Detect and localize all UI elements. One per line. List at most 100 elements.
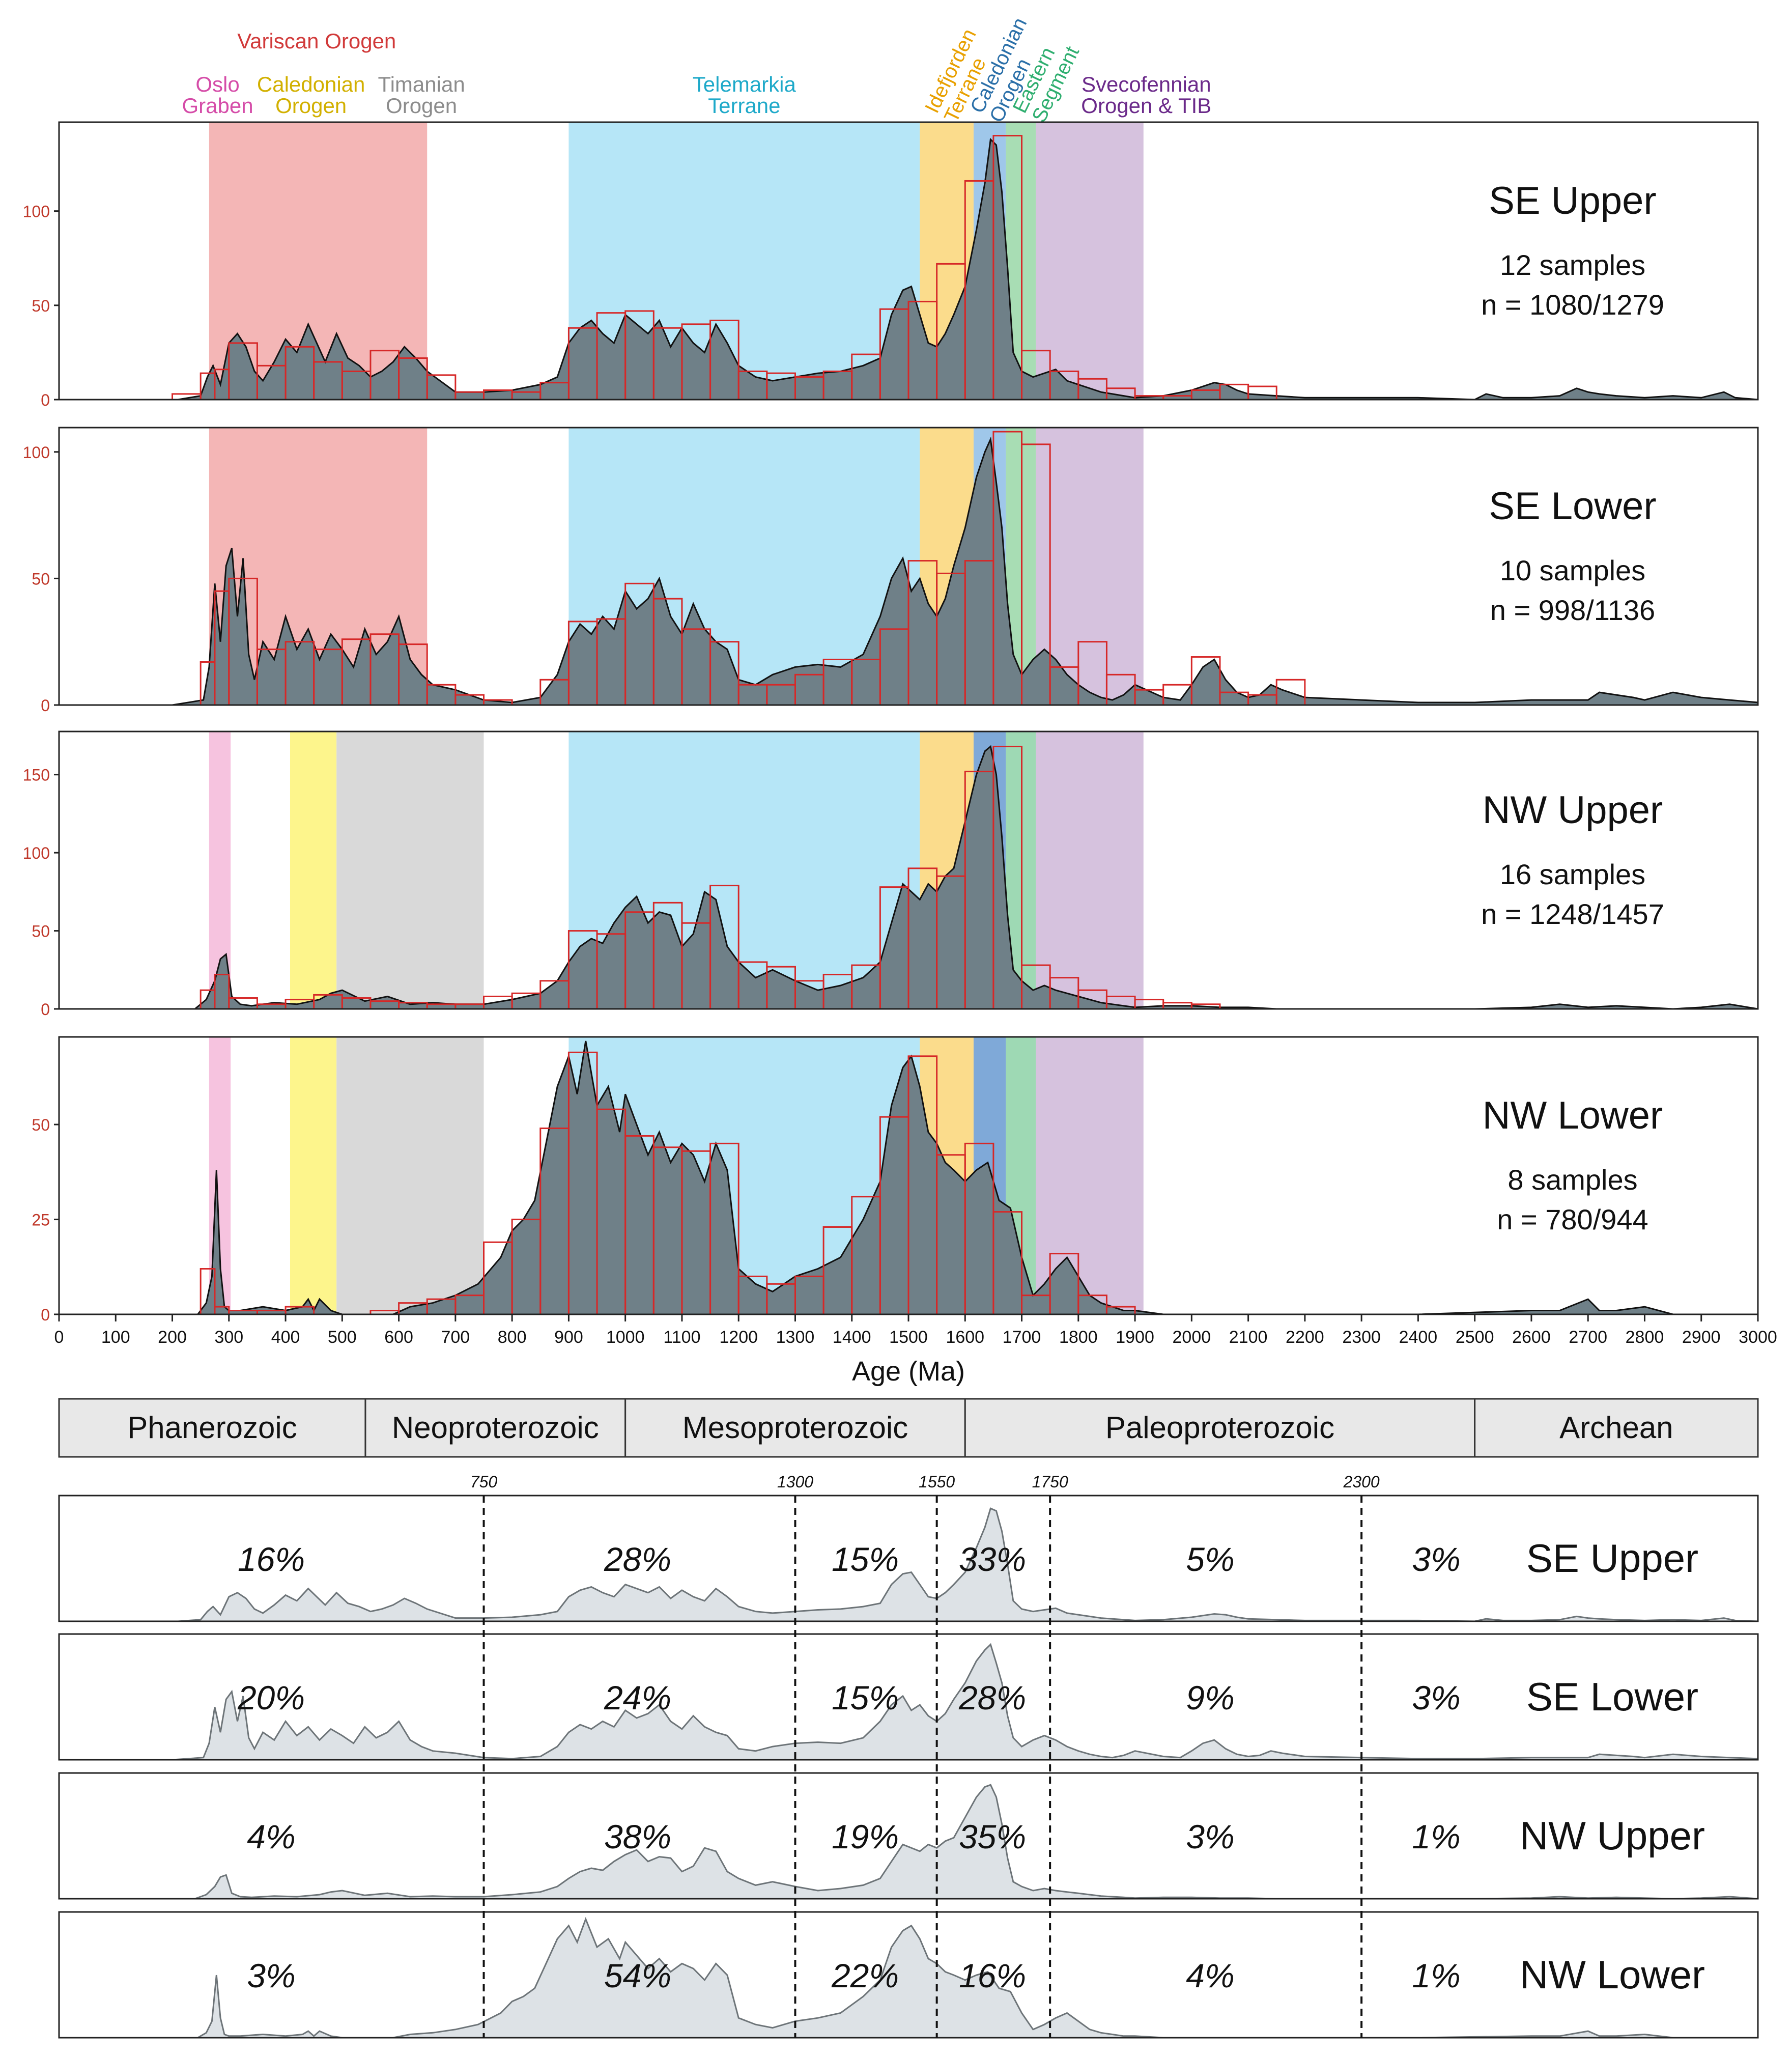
x-tick-label: 2100 [1229,1328,1268,1347]
percent-label: 16% [238,1540,305,1578]
panel-samples: 16 samples [1500,858,1645,890]
x-tick-label: 1000 [606,1328,645,1347]
summary-kde [195,1917,1758,2039]
y-tick-label: 0 [41,391,50,409]
percent-label: 15% [832,1679,899,1716]
x-tick-label: 700 [441,1328,470,1347]
summary-frame [58,1495,1759,1622]
divider-label: 1300 [777,1473,813,1491]
summary-title: NW Lower [1520,1952,1705,1997]
x-tick-label: 800 [498,1328,527,1347]
x-tick-label: 200 [158,1328,187,1347]
x-tick-label: 2700 [1569,1328,1607,1347]
x-tick-label: 1100 [663,1328,700,1347]
era-label: Archean [1559,1411,1673,1445]
percent-label: 22% [831,1957,899,1994]
panel-title: SE Lower [1489,485,1657,528]
era-label: Phanerozoic [127,1411,297,1445]
percent-label: 3% [1186,1818,1234,1855]
y-tick-label: 50 [32,297,50,315]
y-tick-label: 100 [23,443,50,462]
x-tick-label: 1500 [889,1328,928,1347]
panel-samples: 12 samples [1500,249,1645,281]
x-tick-label: 1800 [1059,1328,1098,1347]
summary-row: 16% 28% 15% 33% 5% 3% SE Upper [58,1495,1759,1622]
kde-panel: 0 25 50 NW Lower 8 samples n = 780/944 [32,1036,1759,1324]
y-tick-label: 25 [32,1211,50,1229]
summary-frame [58,1633,1759,1761]
source-label-line: Orogen [386,94,457,118]
x-tick-label: 2300 [1342,1328,1381,1347]
percent-label: 28% [958,1679,1026,1716]
summary-row: 4% 38% 19% 35% 3% 1% NW Upper [58,1772,1759,1900]
percent-label: 15% [832,1540,899,1578]
panel-title: NW Lower [1483,1094,1663,1137]
source-band [1036,122,1144,400]
divider-label: 1750 [1032,1473,1068,1491]
percent-summary: 16% 28% 15% 33% 5% 3% SE Upper 20% 24% 15% 28% 9% 3%… [58,1473,1759,2039]
kde-panels: 0 50 100 SE Upper 12 samples n = 1080/1279 0 50… [23,121,1759,1324]
kde-curve [192,745,1758,1010]
x-tick-label: 3000 [1739,1328,1777,1347]
summary-frame [58,1772,1759,1900]
source-label-line: Oslo [195,72,239,96]
summary-row: 3% 54% 22% 16% 4% 1% NW Lower [58,1911,1759,2039]
percent-label: 1% [1412,1957,1460,1994]
source-label-line: Timanian [378,72,465,96]
percent-label: 20% [237,1679,305,1716]
era-bar: Phanerozoic Neoproterozoic Mesoproterozoic… [58,1398,1759,1458]
era-label: Mesoproterozoic [682,1411,908,1445]
x-tick-label: 2200 [1286,1328,1324,1347]
percent-label: 3% [1412,1540,1460,1578]
percent-label: 4% [247,1818,295,1855]
source-label-line: Telemarkia [693,72,797,96]
source-label-line: Graben [182,94,253,118]
source-label-line: Caledonian [257,72,365,96]
x-tick-label: 2900 [1682,1328,1721,1347]
x-tick-label: 100 [101,1328,130,1347]
x-tick-label: 300 [214,1328,243,1347]
y-tick-label: 50 [32,922,50,941]
x-tick-label: 1200 [719,1328,758,1347]
kde-panel: 0 50 100 150 NW Upper 16 samples n = 1248/1457 [23,730,1759,1019]
x-axis-label: Age (Ma) [852,1356,965,1387]
source-labels: Variscan OrogenOsloGrabenCaledonianOroge… [182,14,1211,126]
kde-panel: 0 50 100 SE Upper 12 samples n = 1080/1279 [23,121,1759,409]
divider-label: 2300 [1343,1473,1380,1491]
percent-label: 54% [604,1957,671,1994]
y-tick-label: 50 [32,570,50,588]
x-tick-label: 1900 [1116,1328,1154,1347]
summary-title: SE Lower [1526,1674,1698,1719]
percent-label: 35% [959,1818,1026,1855]
x-tick-label: 500 [328,1328,357,1347]
panel-frame [58,730,1759,1010]
panel-n: n = 1248/1457 [1481,898,1664,930]
era-label: Paleoproterozoic [1105,1411,1334,1445]
source-label-line: Orogen [275,94,347,118]
summary-row: 20% 24% 15% 28% 9% 3% SE Lower [58,1633,1759,1761]
source-band [1036,1037,1144,1314]
summary-title: SE Upper [1526,1536,1698,1581]
percent-label: 19% [832,1818,899,1855]
panel-title: NW Upper [1483,789,1663,832]
source-label-line: Variscan Orogen [237,29,396,53]
percent-label: 4% [1186,1957,1234,1994]
x-axis: 0 100 200 300 400 500 600 700 800 900 1000 1100 1200… [54,1314,1777,1387]
y-tick-label: 0 [41,1000,50,1019]
percent-label: 33% [959,1540,1026,1578]
y-tick-label: 0 [41,696,50,715]
source-label-line: Terrane [708,94,780,118]
source-band [290,731,337,1009]
era-label: Neoproterozoic [392,1411,599,1445]
x-tick-label: 400 [271,1328,300,1347]
panel-n: n = 780/944 [1497,1203,1648,1235]
y-tick-label: 100 [23,844,50,862]
panel-n: n = 1080/1279 [1481,289,1664,321]
source-label-line: Orogen & TIB [1081,94,1211,118]
source-band [1036,731,1144,1009]
source-label-line: Svecofennian [1082,72,1211,96]
x-tick-label: 1400 [833,1328,871,1347]
x-tick-label: 2500 [1456,1328,1494,1347]
kde-panel: 0 50 100 SE Lower 10 samples n = 998/1136 [23,427,1759,715]
